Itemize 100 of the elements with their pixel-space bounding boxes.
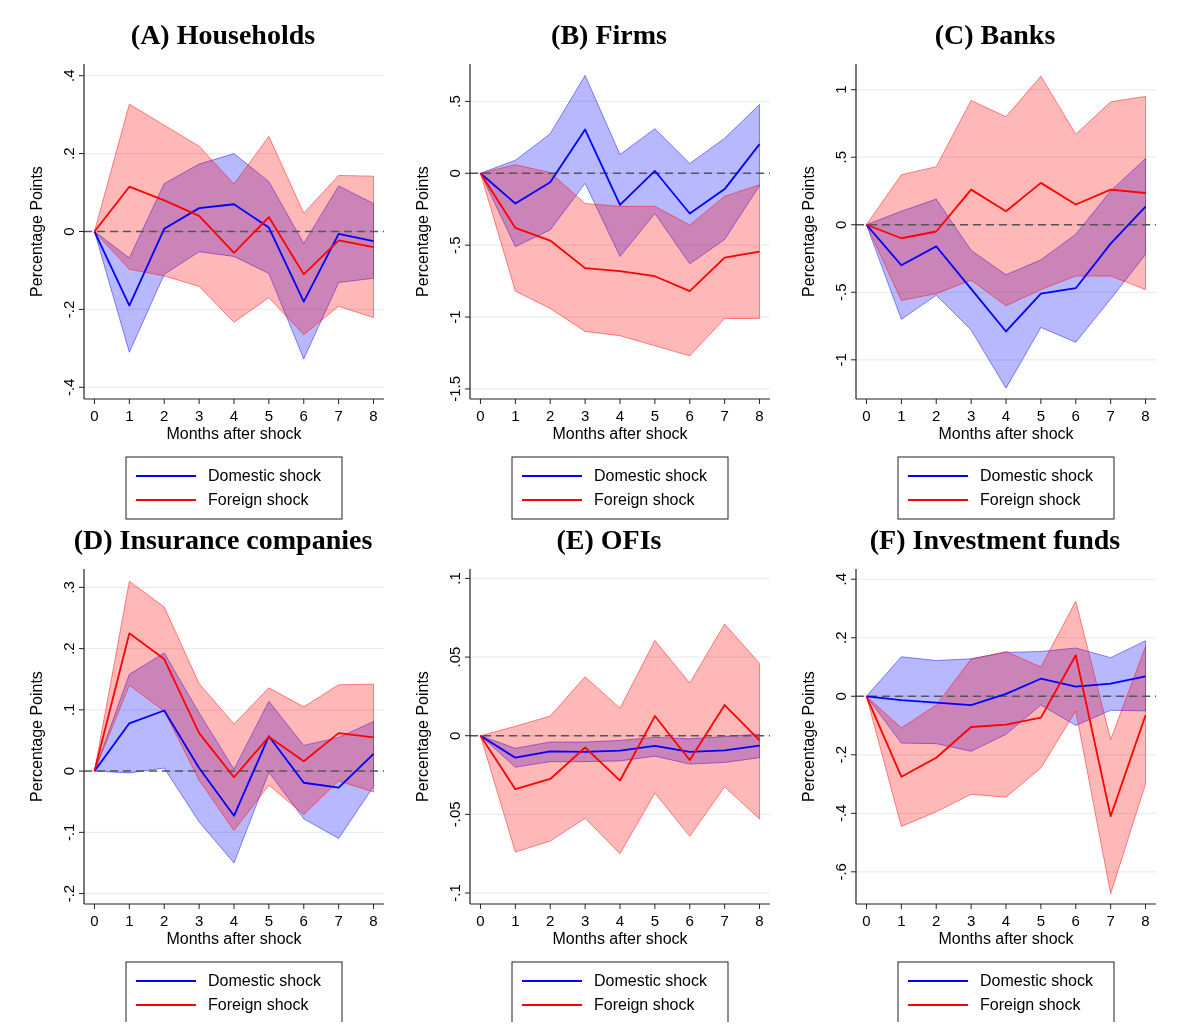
y-axis-title: Percentage Points [414, 671, 431, 802]
chart-title: (C) Banks [934, 19, 1056, 50]
legend-label: Domestic shock [980, 972, 1094, 989]
x-tick-label: 6 [685, 912, 694, 929]
legend-label: Foreign shock [208, 996, 310, 1013]
y-tick-label: 1 [832, 85, 849, 94]
x-tick-label: 4 [615, 407, 625, 424]
x-tick-label: 3 [580, 912, 590, 929]
x-tick-label: 8 [755, 912, 764, 929]
line-series [865, 675, 1147, 706]
y-tick-label: 0 [60, 227, 77, 236]
x-tick-label: 7 [334, 407, 343, 424]
x-tick-label: 5 [264, 912, 274, 929]
x-tick-label: 7 [334, 912, 343, 929]
x-tick-label: 5 [650, 912, 660, 929]
x-tick-label: 7 [720, 407, 729, 424]
y-tick-label: -1.5 [446, 376, 463, 402]
legend-label: Foreign shock [980, 491, 1082, 508]
x-tick-label: 2 [546, 912, 555, 929]
x-tick-label: 3 [194, 407, 204, 424]
legend-label: Foreign shock [594, 996, 696, 1013]
x-tick-label: 6 [299, 912, 308, 929]
y-tick-label: .05 [446, 646, 463, 668]
x-tick-label: 2 [160, 912, 169, 929]
x-axis-title: Months after shock [552, 930, 689, 947]
y-tick-label: -1 [446, 310, 463, 324]
y-axis-title: Percentage Points [414, 166, 431, 297]
y-tick-label: .4 [832, 572, 849, 586]
y-tick-label: -.2 [60, 300, 77, 319]
x-tick-label: 3 [194, 912, 204, 929]
x-tick-label: 4 [229, 912, 239, 929]
legend-label: Domestic shock [594, 467, 708, 484]
line-series [865, 654, 1147, 818]
x-tick-label: 0 [476, 912, 485, 929]
x-axis-title: Months after shock [938, 425, 1075, 442]
x-axis-title: Months after shock [938, 930, 1075, 947]
x-tick-label: 0 [90, 407, 99, 424]
y-tick-label: -.6 [832, 863, 849, 881]
x-tick-label: 1 [897, 912, 906, 929]
x-tick-label: 0 [862, 912, 871, 929]
y-tick-label: .1 [446, 572, 463, 585]
legend-label: Foreign shock [208, 491, 310, 508]
y-tick-label: -.2 [832, 746, 849, 764]
y-tick-label: .2 [832, 631, 849, 645]
x-tick-label: 8 [369, 407, 378, 424]
y-tick-label: .3 [60, 581, 77, 594]
line-series [479, 128, 761, 215]
x-tick-label: 7 [1106, 407, 1115, 424]
x-tick-label: 3 [580, 407, 590, 424]
legend-label: Foreign shock [594, 491, 696, 508]
chart-title: (B) Firms [551, 19, 668, 50]
y-tick-label: -.5 [832, 283, 849, 302]
x-tick-label: 0 [862, 407, 871, 424]
x-tick-label: 4 [1001, 912, 1011, 929]
x-tick-label: 5 [264, 407, 274, 424]
x-tick-label: 8 [1141, 407, 1150, 424]
y-tick-label: .5 [446, 95, 463, 108]
y-tick-label: .4 [60, 69, 77, 82]
x-tick-label: 7 [1106, 912, 1115, 929]
x-tick-label: 1 [125, 407, 134, 424]
y-tick-label: -.1 [60, 823, 77, 842]
line-series [93, 709, 375, 817]
y-tick-label: -.1 [446, 884, 463, 902]
x-tick-label: 1 [511, 407, 520, 424]
x-tick-label: 4 [229, 407, 239, 424]
x-tick-label: 8 [1141, 912, 1150, 929]
x-tick-label: 4 [615, 912, 625, 929]
x-tick-label: 2 [160, 407, 169, 424]
x-tick-label: 6 [1071, 912, 1080, 929]
x-tick-label: 3 [966, 407, 976, 424]
x-tick-label: 2 [546, 407, 555, 424]
y-tick-label: -1 [832, 353, 849, 367]
y-axis-title: Percentage Points [800, 166, 817, 297]
x-tick-label: 6 [685, 407, 694, 424]
x-tick-label: 7 [720, 912, 729, 929]
x-tick-label: 5 [1036, 912, 1046, 929]
y-tick-label: 0 [60, 766, 77, 776]
y-tick-label: .1 [60, 703, 77, 717]
x-tick-label: 0 [476, 407, 485, 424]
legend-label: Domestic shock [980, 467, 1094, 484]
y-tick-label: 0 [446, 731, 463, 740]
y-axis-title: Percentage Points [800, 671, 817, 802]
line-series [93, 203, 375, 307]
y-tick-label: .2 [60, 642, 77, 655]
x-tick-label: 4 [1001, 407, 1011, 424]
y-tick-label: -.2 [60, 884, 77, 903]
y-tick-label: -.05 [446, 801, 463, 828]
x-axis-title: Months after shock [552, 425, 689, 442]
legend-label: Domestic shock [208, 972, 322, 989]
x-tick-label: 6 [1071, 407, 1080, 424]
x-tick-label: 1 [125, 912, 134, 929]
y-tick-label: 0 [832, 692, 849, 701]
y-tick-label: -.5 [446, 236, 463, 254]
line-series [479, 704, 761, 791]
legend-label: Domestic shock [208, 467, 322, 484]
y-axis-title: Percentage Points [28, 671, 45, 802]
y-tick-label: -.4 [60, 378, 77, 397]
y-axis-title: Percentage Points [28, 166, 45, 297]
line-series [93, 632, 375, 779]
chart-title: (A) Households [130, 19, 316, 50]
